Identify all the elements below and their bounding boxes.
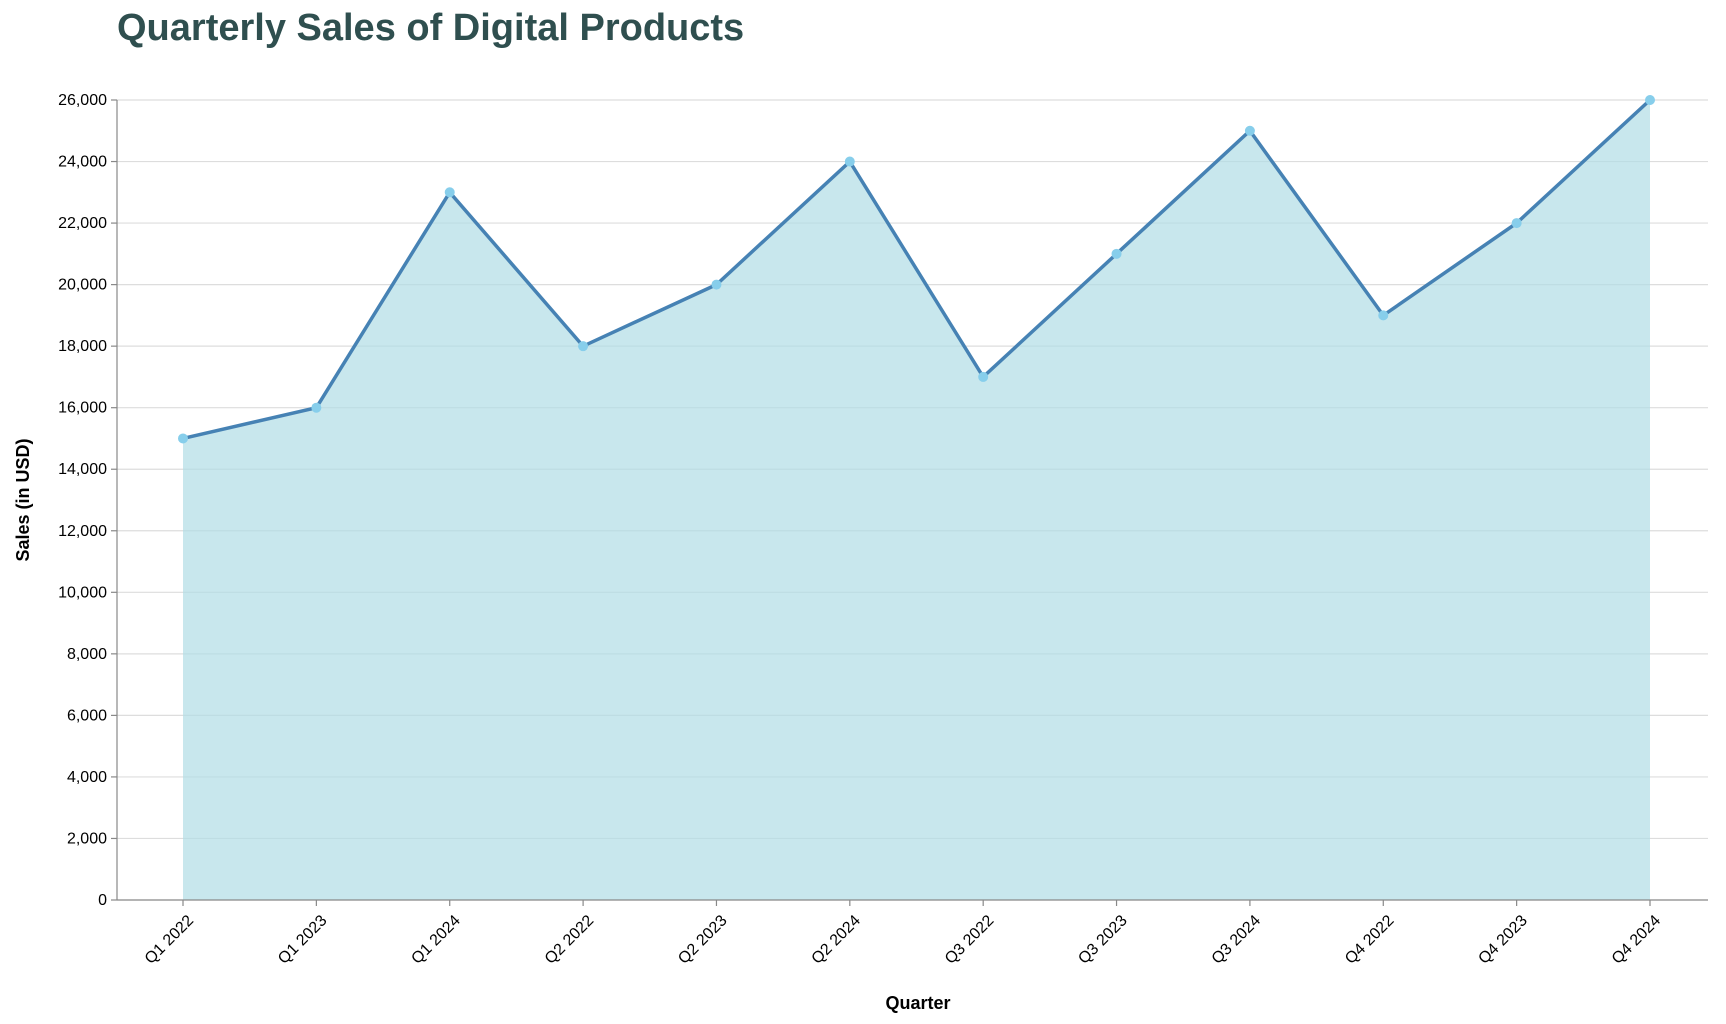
y-tick-label: 14,000 [58,461,107,478]
sales-area [183,100,1650,900]
x-tick-label: Q4 2023 [1475,912,1530,967]
x-tick-label: Q3 2023 [1075,912,1130,967]
y-axis-title: Sales (in USD) [13,438,33,561]
data-point [311,402,322,413]
x-tick-label: Q2 2023 [675,912,730,967]
line-layer [182,98,1652,441]
data-point [711,279,722,290]
sales-line [182,98,1652,441]
x-axis-title: Quarter [885,993,950,1013]
data-point [1244,125,1255,136]
y-tick-label: 18,000 [58,338,107,355]
y-tick-label: 0 [98,892,107,909]
data-point [444,187,455,198]
x-tick-label: Q1 2024 [408,912,463,967]
area-layer [183,100,1650,900]
data-point [1378,310,1389,321]
y-tick-label: 4,000 [67,769,107,786]
y-tick-label: 16,000 [58,400,107,417]
y-tick-label: 22,000 [58,215,107,232]
data-point [1111,248,1122,259]
x-tick-label: Q4 2022 [1342,912,1397,967]
x-tick-label: Q2 2024 [809,912,864,967]
y-tick-label: 10,000 [58,584,107,601]
data-point [1645,95,1655,105]
y-tick-label: 8,000 [67,646,107,663]
data-point [1511,218,1522,229]
chart-title: Quarterly Sales of Digital Products [117,7,744,49]
x-tick-label: Q2 2022 [542,912,597,967]
data-point [178,433,188,444]
data-point [844,156,855,167]
y-tick-label: 24,000 [58,154,107,171]
x-tick-label: Q1 2023 [275,912,330,967]
x-tick-label: Q3 2024 [1209,912,1264,967]
x-tick-label: Q4 2024 [1609,912,1664,967]
data-point [578,341,589,352]
x-tick-label: Q3 2022 [942,912,997,967]
data-point [978,371,989,382]
y-tick-label: 2,000 [67,830,107,847]
y-tick-label: 20,000 [58,277,107,294]
y-tick-label: 26,000 [58,92,107,109]
point-layer [178,95,1655,444]
y-tick-label: 12,000 [58,523,107,540]
x-tick-label: Q1 2022 [142,912,197,967]
y-tick-label: 6,000 [67,707,107,724]
